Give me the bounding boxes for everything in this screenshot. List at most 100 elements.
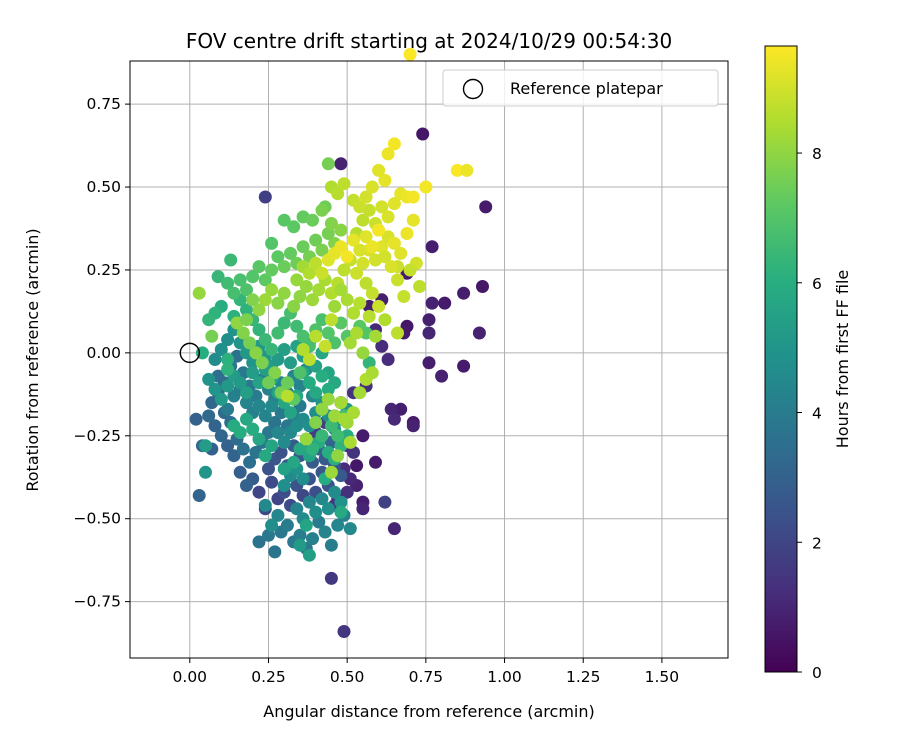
data-point <box>302 548 316 562</box>
data-point <box>315 203 329 217</box>
data-point <box>246 422 260 436</box>
data-point <box>324 217 338 230</box>
data-point <box>252 432 266 446</box>
data-point <box>299 518 313 532</box>
data-point <box>302 353 316 366</box>
data-point <box>243 455 257 469</box>
data-point <box>293 442 307 456</box>
data-point <box>277 462 291 476</box>
data-point <box>406 213 420 227</box>
data-point <box>384 260 398 274</box>
data-point <box>334 157 348 171</box>
x-tick-label: 1.50 <box>645 668 680 686</box>
data-point <box>299 280 313 293</box>
data-point <box>293 366 307 380</box>
data-point <box>287 455 301 469</box>
data-point <box>340 293 354 307</box>
data-point <box>422 313 436 327</box>
legend-label: Reference platepar <box>510 79 663 98</box>
data-point <box>309 233 323 247</box>
data-point <box>243 336 257 350</box>
data-point <box>258 293 272 307</box>
data-point <box>353 386 367 400</box>
data-point <box>265 399 279 413</box>
data-point <box>340 250 354 264</box>
data-point <box>262 462 275 476</box>
data-point <box>265 236 279 250</box>
data-point <box>262 528 275 542</box>
y-tick-label: 0.50 <box>86 178 121 196</box>
x-tick-label: 0.25 <box>251 668 286 686</box>
data-point <box>422 356 436 370</box>
data-point <box>479 200 493 214</box>
data-point <box>302 266 316 280</box>
data-point <box>416 127 430 141</box>
data-point <box>265 343 279 356</box>
data-point <box>221 353 235 366</box>
data-point <box>293 538 307 552</box>
data-point <box>287 220 301 234</box>
data-point <box>324 465 338 479</box>
data-point <box>350 266 364 280</box>
y-tick-label: 0.75 <box>86 95 121 113</box>
data-point <box>306 532 319 546</box>
data-point <box>258 409 272 423</box>
data-point <box>343 336 357 350</box>
data-point <box>324 313 338 327</box>
data-point <box>277 286 291 300</box>
data-point <box>375 339 389 353</box>
data-point <box>252 485 266 499</box>
x-tick-label: 1.00 <box>487 668 522 686</box>
data-point <box>306 442 319 456</box>
data-point <box>262 376 275 390</box>
data-point <box>208 353 222 366</box>
data-point <box>240 396 253 410</box>
data-point <box>296 472 310 486</box>
data-point <box>334 223 348 237</box>
data-point <box>306 213 319 227</box>
data-point <box>334 283 348 297</box>
data-point <box>347 445 360 459</box>
data-point <box>435 369 449 383</box>
data-point <box>271 426 285 439</box>
data-point <box>347 406 360 420</box>
data-point <box>252 376 266 390</box>
colorbar-axis: 0 2 4 6 8 <box>797 145 822 682</box>
data-point <box>192 489 206 502</box>
data-point <box>331 429 345 443</box>
data-point <box>274 445 288 459</box>
data-point <box>321 502 335 516</box>
data-point <box>277 260 291 274</box>
data-point <box>240 479 253 492</box>
data-point <box>221 276 235 290</box>
data-point <box>450 163 464 177</box>
data-point <box>284 356 297 370</box>
data-point <box>252 399 266 413</box>
data-point <box>221 333 235 347</box>
data-point <box>284 406 297 420</box>
data-point <box>284 246 297 260</box>
data-point <box>315 313 329 327</box>
data-point <box>356 213 370 227</box>
data-point <box>277 213 291 227</box>
data-point <box>227 449 241 463</box>
data-point <box>334 240 348 254</box>
data-point <box>365 180 379 194</box>
data-point <box>331 449 345 463</box>
data-point <box>208 419 222 433</box>
data-point <box>460 163 474 177</box>
data-point <box>214 429 228 443</box>
data-point <box>369 455 382 469</box>
data-point <box>236 326 250 340</box>
scatter-points <box>189 47 493 638</box>
data-point <box>302 495 316 509</box>
data-point <box>246 293 260 307</box>
data-point <box>293 528 307 542</box>
data-point <box>246 356 260 370</box>
x-axis-label: Angular distance from reference (arcmin) <box>263 702 594 721</box>
data-point <box>280 518 294 532</box>
x-tick-label: 0.50 <box>330 668 365 686</box>
data-point <box>296 343 310 356</box>
data-point <box>265 263 279 277</box>
data-point <box>240 303 253 317</box>
